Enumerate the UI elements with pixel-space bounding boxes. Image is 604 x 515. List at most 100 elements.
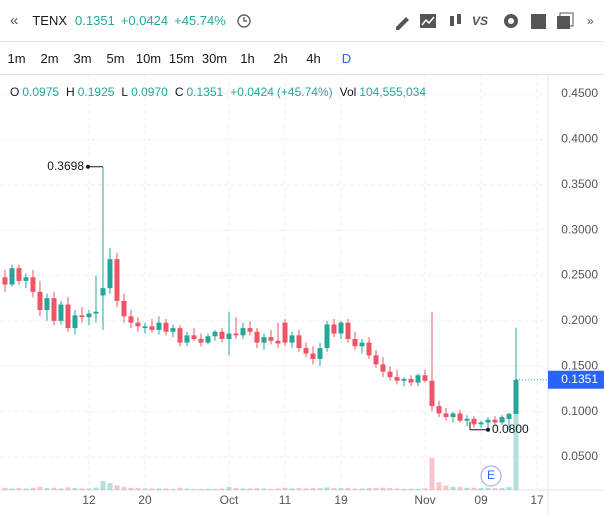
interval-button[interactable]: 10m (135, 50, 162, 66)
low-marker-label: 0.0800 (492, 422, 529, 436)
candle-body (205, 336, 211, 343)
interval-button[interactable]: 15m (168, 50, 195, 66)
volume-bar (324, 487, 330, 490)
clock-icon[interactable] (236, 13, 252, 29)
volume-bar (93, 487, 99, 490)
interval-button[interactable]: 5m (106, 50, 125, 66)
interval-button[interactable]: 2m (40, 50, 59, 66)
candle-body (233, 333, 239, 336)
volume-bar (51, 487, 57, 490)
collapse-button[interactable]: « (10, 12, 19, 29)
volume-bar (247, 488, 253, 490)
event-marker (480, 465, 502, 487)
x-tick-label: Nov (414, 493, 435, 507)
candle-body (184, 335, 190, 343)
volume-bar (450, 486, 456, 490)
volume-bar (72, 488, 78, 490)
volume-bar (478, 488, 484, 490)
candle-body (310, 353, 316, 359)
candle-body (394, 377, 400, 381)
interval-button[interactable]: 30m (201, 50, 228, 66)
candle-body (23, 277, 29, 281)
candle-body (352, 338, 358, 347)
candle-body (121, 300, 127, 317)
candle-body (114, 259, 120, 301)
volume-bar (492, 488, 498, 490)
last-price: 0.1351 (75, 13, 115, 28)
interval-button[interactable]: D (341, 50, 352, 66)
candle-body (373, 355, 379, 365)
legend-vol-label: Vol (340, 85, 357, 99)
candle-body (44, 298, 50, 310)
candle-body (107, 259, 113, 289)
legend-h: 0.1925 (78, 85, 115, 99)
volume-bar (121, 486, 127, 490)
tool-icons[interactable]: VS » (394, 11, 604, 31)
candle-body (436, 406, 442, 414)
volume-bar (184, 488, 190, 490)
candle-body (282, 322, 288, 343)
candle-body (72, 315, 78, 329)
symbol: TENX (32, 13, 68, 28)
volume-bar (485, 487, 491, 490)
candle-body (380, 364, 386, 372)
volume-bar (100, 480, 106, 490)
candle-body (156, 322, 162, 330)
volume-bar (303, 488, 309, 490)
high-marker-label: 0.3698 (47, 159, 84, 173)
event-marker-label: E (487, 468, 495, 482)
y-tick-label: 0.1500 (561, 358, 598, 372)
volume-bar (394, 488, 400, 490)
volume-bar (261, 488, 267, 490)
candle-body (254, 331, 260, 343)
volume-bar (226, 486, 232, 490)
legend-l-label: L (121, 85, 128, 99)
interval-bar: 1m 2m 3m 5m 10m 15m 30m 1h 2h 4h D (0, 42, 604, 75)
expand-button[interactable]: » (587, 14, 594, 28)
candle-body (219, 331, 225, 339)
svg-text:VS: VS (472, 14, 488, 28)
volume-bar (114, 485, 120, 490)
x-tick-label: 17 (530, 493, 544, 507)
interval-button[interactable]: 1h (240, 50, 255, 66)
x-tick-label: 20 (138, 493, 152, 507)
candle-body (163, 322, 169, 332)
top-toolbar: « TENX 0.1351 +0.0424 +45.74% VS » (0, 0, 604, 42)
volume-bar (506, 486, 512, 490)
candle-body (324, 324, 330, 349)
volume-bar (44, 488, 50, 490)
interval-button[interactable]: 3m (73, 50, 92, 66)
candle-body (401, 378, 407, 381)
x-tick-label: 11 (279, 493, 292, 507)
x-tick-label: 19 (334, 493, 348, 507)
candle-body (492, 419, 498, 423)
candle-body (303, 348, 309, 354)
candle-body (51, 298, 57, 321)
candle-body (65, 304, 71, 329)
volume-bar (366, 488, 372, 490)
volume-bar (65, 487, 71, 490)
candle-body (457, 413, 463, 421)
interval-button[interactable]: 1m (7, 50, 26, 66)
interval-button[interactable]: 4h (306, 50, 321, 66)
legend-h-label: H (66, 85, 75, 99)
volume-bar (331, 488, 337, 490)
volume-bar (58, 488, 64, 490)
legend-vol: 104,555,034 (359, 85, 426, 99)
candle-body (177, 328, 183, 343)
candle-body (100, 288, 106, 296)
candle-body (261, 337, 267, 343)
volume-bar (289, 488, 295, 490)
candle-body (422, 375, 428, 381)
volume-bar (2, 487, 8, 490)
volume-bar (380, 487, 386, 490)
candle-body (366, 342, 372, 356)
volume-bar (429, 457, 435, 490)
candle-body (79, 315, 85, 318)
last-price-box (548, 370, 604, 389)
candle-body (338, 322, 344, 334)
volume-bar (352, 488, 358, 490)
interval-button[interactable]: 2h (273, 50, 288, 66)
